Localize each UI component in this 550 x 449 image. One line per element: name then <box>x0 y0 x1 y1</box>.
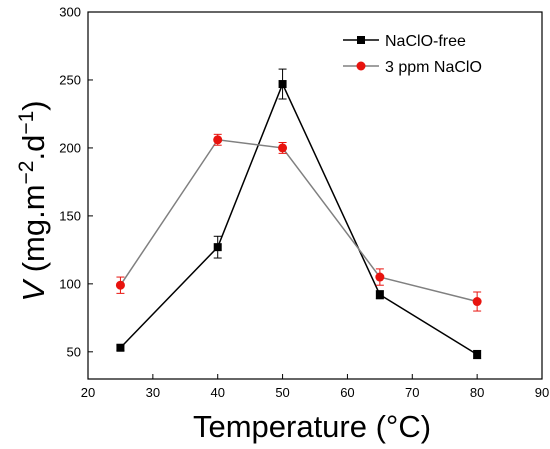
y-tick-label: 50 <box>67 344 81 359</box>
legend-marker <box>356 61 366 71</box>
data-point <box>213 135 223 145</box>
plot-frame <box>87 11 543 380</box>
x-tick-label: 80 <box>470 385 484 400</box>
y-axis-title: V (mg.m−2.d−1) <box>15 100 51 301</box>
data-point <box>375 290 384 299</box>
data-point <box>213 243 222 252</box>
x-tick-label: 40 <box>210 385 224 400</box>
x-tick-label: 20 <box>81 385 95 400</box>
legend-label: 3 ppm NaClO <box>385 59 482 76</box>
data-point <box>115 280 125 290</box>
data-point <box>472 297 482 307</box>
legend-marker <box>357 36 365 44</box>
x-tick-label: 30 <box>146 385 160 400</box>
x-tick-label: 70 <box>405 385 419 400</box>
data-point <box>116 343 125 352</box>
series-line <box>119 82 478 356</box>
data-point <box>278 143 288 153</box>
x-axis-title: Temperature (°C) <box>193 409 431 444</box>
x-tick-label: 90 <box>535 385 549 400</box>
y-axis-title-exp2: −1 <box>15 111 38 135</box>
data-point <box>473 350 482 359</box>
y-tick-label: 100 <box>59 276 81 291</box>
y-axis-title-close: ) <box>16 100 51 110</box>
series-line <box>119 138 478 303</box>
legend-label: NaClO-free <box>385 33 466 50</box>
legend-item: NaClO-free <box>343 33 466 50</box>
y-axis-title-symbol: V <box>16 278 51 302</box>
data-point <box>278 80 287 89</box>
axis-ticks: 20 30 40 50 60 70 80 90 50 100 150 200 250 300 <box>59 5 549 401</box>
y-tick-label: 300 <box>59 5 81 20</box>
y-axis-title-unit2: .d <box>16 135 51 161</box>
legend-item: 3 ppm NaClO <box>343 59 482 76</box>
y-tick-label: 250 <box>59 72 81 87</box>
y-tick-label: 150 <box>59 208 81 223</box>
y-axis-title-unit: (mg.m <box>16 184 51 280</box>
series-3-ppm-naclo <box>115 133 482 312</box>
y-tick-label: 200 <box>59 140 81 155</box>
series-layer <box>115 68 482 360</box>
series-naclo-free <box>116 68 482 360</box>
x-tick-label: 50 <box>275 385 289 400</box>
y-axis-title-exp1: −2 <box>15 161 38 185</box>
legend: NaClO-free 3 ppm NaClO <box>343 33 482 76</box>
x-tick-label: 60 <box>340 385 354 400</box>
data-point <box>375 272 385 282</box>
